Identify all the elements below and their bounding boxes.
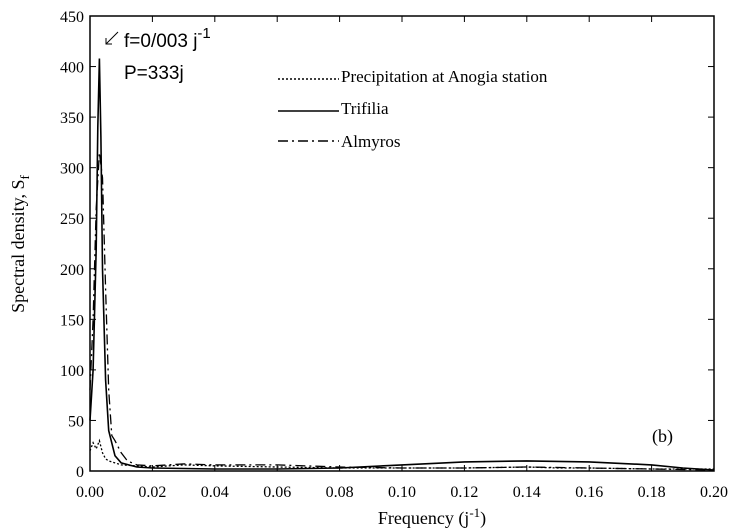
y-tick-label: 100 xyxy=(60,363,84,380)
axis-ticks: 0.00 0.02 0.04 0.06 0.08 0.10 0.12 0.14 0.16 0.18… xyxy=(60,9,728,501)
y-tick-label: 200 xyxy=(60,262,84,279)
x-tick-label: 0.14 xyxy=(513,484,541,501)
series-layer xyxy=(89,58,715,471)
y-tick-label: 350 xyxy=(60,110,84,127)
x-tick-label: 0.08 xyxy=(326,484,354,501)
peak-annotation: f=0/003 j-1 P=333j xyxy=(105,25,211,84)
panel-label: (b) xyxy=(652,426,673,447)
x-tick-label: 0.06 xyxy=(263,484,291,501)
y-tick-label: 0 xyxy=(76,464,84,481)
x-tick-label: 0.18 xyxy=(638,484,666,501)
series-line-almyros xyxy=(89,152,715,471)
x-tick-label: 0.04 xyxy=(201,484,229,501)
y-tick-label: 150 xyxy=(60,312,84,329)
y-tick-label: 450 xyxy=(60,9,84,26)
x-tick-label: 0.20 xyxy=(700,484,728,501)
x-axis-title: Frequency (j-1) xyxy=(378,505,486,529)
x-tick-label: 0.16 xyxy=(575,484,603,501)
y-axis-title: Spectral density, Sf xyxy=(8,175,32,313)
series-line-trifilia xyxy=(89,58,715,471)
x-tick-label: 0.10 xyxy=(388,484,416,501)
annotation-arrow-head xyxy=(105,38,112,45)
annotation-frequency: f=0/003 j-1 xyxy=(124,25,211,52)
y-tick-label: 400 xyxy=(60,60,84,77)
legend-label-almyros: Almyros xyxy=(341,132,401,151)
x-tick-label: 0.02 xyxy=(138,484,166,501)
x-tick-label: 0.00 xyxy=(76,484,104,501)
x-tick-label: 0.12 xyxy=(450,484,478,501)
legend-label-trifilia: Trifilia xyxy=(341,99,389,118)
annotation-period: P=333j xyxy=(124,63,184,84)
annotation-arrow-line xyxy=(105,31,119,45)
y-tick-label: 300 xyxy=(60,161,84,178)
legend: Precipitation at Anogia station Trifilia… xyxy=(278,67,548,151)
y-tick-label: 250 xyxy=(60,211,84,228)
y-tick-label: 50 xyxy=(68,413,84,430)
legend-label-precipitation: Precipitation at Anogia station xyxy=(341,67,548,86)
